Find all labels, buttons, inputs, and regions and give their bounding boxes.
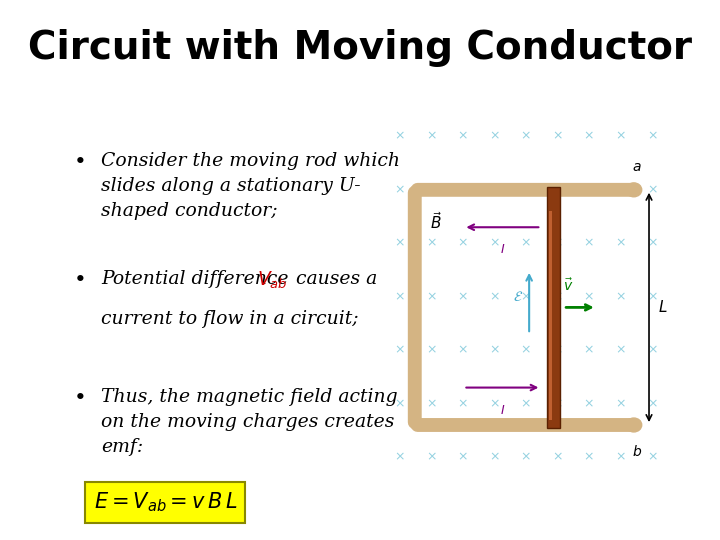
Text: ×: × bbox=[647, 237, 657, 250]
Text: $E = V_{ab} = v\,B\,L$: $E = V_{ab} = v\,B\,L$ bbox=[94, 491, 237, 514]
Text: ×: × bbox=[457, 450, 468, 463]
Text: ×: × bbox=[426, 450, 436, 463]
Text: ×: × bbox=[457, 290, 468, 303]
Text: •: • bbox=[74, 152, 87, 172]
Text: ×: × bbox=[489, 237, 500, 250]
Text: causes a: causes a bbox=[290, 270, 377, 288]
Text: ×: × bbox=[457, 397, 468, 410]
Text: ×: × bbox=[647, 130, 657, 143]
Text: Circuit with Moving Conductor: Circuit with Moving Conductor bbox=[28, 30, 692, 68]
Text: ×: × bbox=[457, 343, 468, 356]
Text: ×: × bbox=[395, 237, 405, 250]
Text: Potential difference: Potential difference bbox=[102, 270, 295, 288]
Text: $a$: $a$ bbox=[632, 160, 642, 174]
Text: ×: × bbox=[552, 450, 562, 463]
Text: ×: × bbox=[616, 450, 626, 463]
Text: ×: × bbox=[616, 130, 626, 143]
Text: ×: × bbox=[584, 130, 594, 143]
Text: $\vec{v}$: $\vec{v}$ bbox=[563, 278, 574, 294]
Text: Thus, the magnetic field acting
on the moving charges creates
emf:: Thus, the magnetic field acting on the m… bbox=[102, 388, 398, 456]
Text: ×: × bbox=[584, 290, 594, 303]
Text: ×: × bbox=[584, 343, 594, 356]
Text: ×: × bbox=[521, 397, 531, 410]
Text: ×: × bbox=[584, 397, 594, 410]
Text: ×: × bbox=[395, 343, 405, 356]
Text: $I$: $I$ bbox=[500, 403, 505, 417]
Text: ×: × bbox=[426, 184, 436, 197]
Text: ×: × bbox=[616, 290, 626, 303]
FancyBboxPatch shape bbox=[546, 187, 560, 428]
Text: ×: × bbox=[395, 130, 405, 143]
Text: ×: × bbox=[489, 397, 500, 410]
Text: ×: × bbox=[489, 290, 500, 303]
Text: ×: × bbox=[426, 237, 436, 250]
Text: ×: × bbox=[426, 290, 436, 303]
Text: ×: × bbox=[552, 130, 562, 143]
Text: ×: × bbox=[521, 237, 531, 250]
Text: ×: × bbox=[457, 130, 468, 143]
Text: ×: × bbox=[616, 397, 626, 410]
Text: ×: × bbox=[552, 397, 562, 410]
Text: ×: × bbox=[395, 184, 405, 197]
Text: ×: × bbox=[489, 130, 500, 143]
Text: ×: × bbox=[457, 184, 468, 197]
Text: •: • bbox=[74, 270, 87, 290]
Text: ×: × bbox=[647, 184, 657, 197]
Text: ×: × bbox=[521, 343, 531, 356]
Text: ×: × bbox=[489, 450, 500, 463]
Text: ×: × bbox=[521, 184, 531, 197]
Text: ×: × bbox=[552, 343, 562, 356]
Text: ×: × bbox=[584, 237, 594, 250]
Text: ×: × bbox=[647, 290, 657, 303]
Text: ×: × bbox=[616, 237, 626, 250]
Text: ×: × bbox=[552, 184, 562, 197]
Text: ×: × bbox=[616, 184, 626, 197]
Text: $\vec{B}$: $\vec{B}$ bbox=[430, 212, 442, 232]
Text: $V_{ab}$: $V_{ab}$ bbox=[256, 270, 287, 291]
Text: ×: × bbox=[457, 237, 468, 250]
Text: ×: × bbox=[584, 450, 594, 463]
Text: $\mathcal{E}$: $\mathcal{E}$ bbox=[513, 290, 523, 303]
Text: ×: × bbox=[521, 450, 531, 463]
Text: $b$: $b$ bbox=[631, 444, 642, 458]
Text: ×: × bbox=[489, 343, 500, 356]
Circle shape bbox=[626, 418, 642, 432]
Text: ×: × bbox=[521, 290, 531, 303]
Text: ×: × bbox=[584, 184, 594, 197]
Text: ×: × bbox=[552, 237, 562, 250]
Text: ×: × bbox=[426, 397, 436, 410]
Text: ×: × bbox=[616, 343, 626, 356]
Text: ×: × bbox=[395, 397, 405, 410]
Text: ×: × bbox=[395, 290, 405, 303]
Text: ×: × bbox=[395, 450, 405, 463]
Text: ×: × bbox=[647, 343, 657, 356]
Text: $I$: $I$ bbox=[500, 244, 505, 256]
Text: •: • bbox=[74, 388, 87, 408]
Circle shape bbox=[626, 183, 642, 197]
Text: ×: × bbox=[647, 397, 657, 410]
Text: ×: × bbox=[426, 343, 436, 356]
Text: current to flow in a circuit;: current to flow in a circuit; bbox=[102, 310, 359, 328]
Text: ×: × bbox=[552, 290, 562, 303]
FancyBboxPatch shape bbox=[549, 211, 552, 420]
Text: Consider the moving rod which
slides along a stationary U-
shaped conductor;: Consider the moving rod which slides alo… bbox=[102, 152, 400, 220]
Text: ×: × bbox=[426, 130, 436, 143]
Text: ×: × bbox=[489, 184, 500, 197]
Text: ×: × bbox=[521, 130, 531, 143]
Text: ×: × bbox=[647, 450, 657, 463]
Text: $L$: $L$ bbox=[658, 299, 667, 315]
